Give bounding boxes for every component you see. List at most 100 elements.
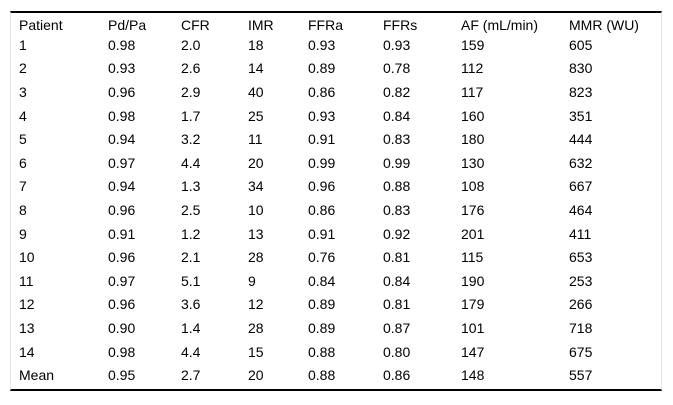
- table-cell: 0.98: [108, 107, 136, 124]
- table-cell: 0.96: [108, 296, 136, 313]
- table-cell: 0.99: [383, 154, 411, 171]
- table-cell: 159: [461, 36, 485, 53]
- table-cell: 0.86: [308, 201, 336, 218]
- table-cell: 1.3: [181, 178, 201, 195]
- column-header-cfr: CFR: [181, 17, 210, 33]
- table-cell: 667: [569, 178, 593, 195]
- table-cell: 3: [19, 83, 27, 100]
- table-cell: 20: [248, 367, 264, 384]
- table-cell: 0.97: [108, 154, 136, 171]
- table-cell: 0.91: [108, 225, 136, 242]
- table-cell: 179: [461, 296, 485, 313]
- table-cell: 830: [569, 60, 593, 77]
- table-cell: 0.90: [108, 319, 136, 336]
- table-cell: 718: [569, 319, 593, 336]
- table-cell: 0.93: [308, 107, 336, 124]
- table-cell: 0.86: [308, 83, 336, 100]
- table-cell: 0.98: [108, 343, 136, 360]
- table-cell: 0.81: [383, 249, 411, 266]
- table-cell: 557: [569, 367, 593, 384]
- table-cell: 5: [19, 131, 27, 148]
- table-cell: 10: [19, 249, 35, 266]
- table-cell: 2: [19, 60, 27, 77]
- table-cell: 0.99: [308, 154, 336, 171]
- table-cell: 3.2: [181, 131, 201, 148]
- table-row: 13 0.90 1.4 28 0.89 0.87 101 718: [11, 316, 661, 340]
- table-cell: 0.84: [383, 272, 411, 289]
- table-cell: 2.9: [181, 83, 201, 100]
- table-cell: 653: [569, 249, 593, 266]
- table-cell: 0.84: [308, 272, 336, 289]
- table-cell: 1.7: [181, 107, 201, 124]
- table-cell: 14: [19, 343, 35, 360]
- table-cell: 4.4: [181, 154, 201, 171]
- table-cell: 176: [461, 201, 485, 218]
- patient-data-table: Patient Pd/Pa CFR IMR FFRa FFRs AF (mL/min) MMR…: [10, 11, 662, 391]
- table-cell: 605: [569, 36, 593, 53]
- table-cell: 12: [19, 296, 35, 313]
- table-cell: 2.6: [181, 60, 201, 77]
- column-header-imr: IMR: [248, 17, 274, 33]
- table-cell: 112: [461, 60, 484, 77]
- header-row: Patient Pd/Pa CFR IMR FFRa FFRs AF (mL/min) MMR…: [11, 17, 661, 33]
- table-cell: 0.93: [108, 60, 136, 77]
- table-row: 5 0.94 3.2 11 0.91 0.83 180 444: [11, 127, 661, 151]
- table-cell: 108: [461, 178, 485, 195]
- table-row: 6 0.97 4.4 20 0.99 0.99 130 632: [11, 151, 661, 175]
- table-cell: 160: [461, 107, 485, 124]
- column-header-af-ml-min: AF (mL/min): [461, 17, 538, 33]
- table-cell: 101: [461, 319, 485, 336]
- table-cell: 28: [248, 319, 264, 336]
- table-cell: 0.83: [383, 201, 411, 218]
- table-cell: 675: [569, 343, 593, 360]
- table-cell: 2.0: [181, 36, 201, 53]
- table-row: 8 0.96 2.5 10 0.86 0.83 176 464: [11, 198, 661, 222]
- table-cell: 0.83: [383, 131, 411, 148]
- table-cell: 1: [19, 36, 27, 53]
- table-cell: 147: [461, 343, 485, 360]
- table-cell: 2.1: [181, 249, 201, 266]
- table-cell: 4: [19, 107, 27, 124]
- table-row: 14 0.98 4.4 15 0.88 0.80 147 675: [11, 340, 661, 364]
- table-cell: 0.94: [108, 131, 136, 148]
- data-table: Patient Pd/Pa CFR IMR FFRa FFRs AF (mL/min) MMR…: [11, 17, 661, 387]
- table-cell: 0.93: [308, 36, 336, 53]
- table-cell: 0.95: [108, 367, 136, 384]
- table-cell: 5.1: [181, 272, 201, 289]
- table-body: 1 0.98 2.0 18 0.93 0.93 159 605 2 0.93 2.6 14 0.89 0.…: [11, 33, 661, 387]
- table-cell: 18: [248, 36, 264, 53]
- table-cell: 2.5: [181, 201, 201, 218]
- table-cell: 190: [461, 272, 485, 289]
- table-cell: 0.97: [108, 272, 136, 289]
- table-cell: 201: [461, 225, 485, 242]
- table-cell: 266: [569, 296, 593, 313]
- table-cell: 6: [19, 154, 27, 171]
- table-cell: 180: [461, 131, 485, 148]
- table-cell: 823: [569, 83, 593, 100]
- table-cell: 2.7: [181, 367, 201, 384]
- table-cell: 0.96: [108, 249, 136, 266]
- table-cell: 0.88: [308, 367, 336, 384]
- table-cell: Mean: [19, 367, 55, 384]
- table-cell: 115: [461, 249, 484, 266]
- table-cell: 351: [569, 107, 593, 124]
- table-cell: 13: [19, 319, 35, 336]
- table-cell: 1.2: [181, 225, 201, 242]
- table-cell: 148: [461, 367, 485, 384]
- table-cell: 13: [248, 225, 264, 242]
- table-cell: 117: [461, 83, 484, 100]
- table-cell: 464: [569, 201, 593, 218]
- table-cell: 40: [248, 83, 264, 100]
- table-cell: 0.92: [383, 225, 411, 242]
- column-header-ffra: FFRa: [308, 17, 343, 33]
- table-cell: 15: [248, 343, 264, 360]
- column-header-ffrs: FFRs: [383, 17, 418, 33]
- table-cell: 444: [569, 131, 593, 148]
- table-row: Mean 0.95 2.7 20 0.88 0.86 148 557: [11, 363, 661, 387]
- table-cell: 0.78: [383, 60, 411, 77]
- table-cell: 411: [569, 225, 592, 242]
- table-row: 1 0.98 2.0 18 0.93 0.93 159 605: [11, 33, 661, 57]
- table-cell: 11: [248, 131, 263, 148]
- table-cell: 14: [248, 60, 264, 77]
- table-cell: 0.89: [308, 319, 336, 336]
